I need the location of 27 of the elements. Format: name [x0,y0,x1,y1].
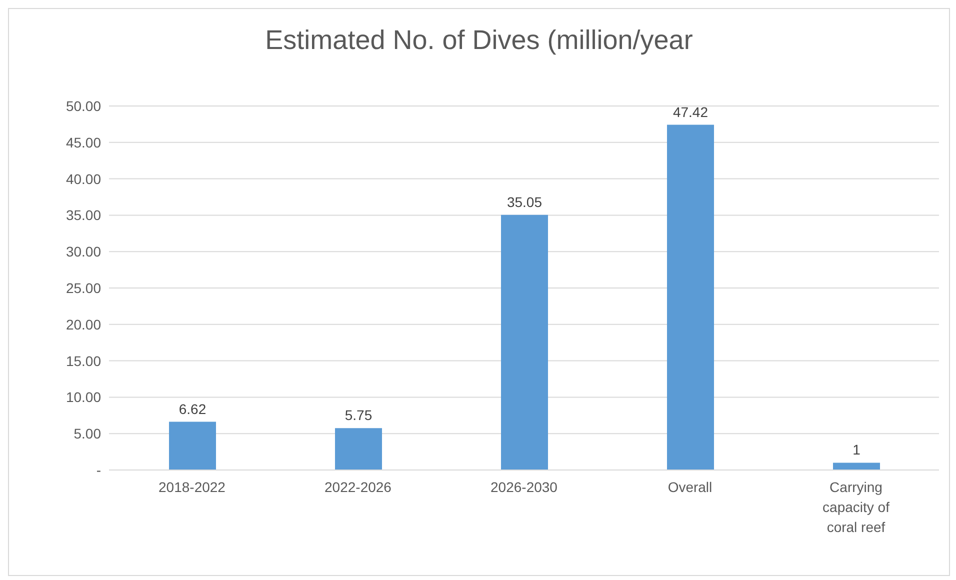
data-label: 6.62 [178,400,206,417]
x-tick-label: 2018-2022 [158,479,226,495]
bar [833,462,880,470]
y-tick-label: 15.00 [66,352,102,369]
y-tick-label: 20.00 [66,316,102,332]
x-tick-label: Overall [668,479,712,495]
data-label: 5.75 [344,407,372,424]
x-tick-label: Carrying capacity of coral reef [822,479,890,535]
y-tick-label: 25.00 [66,280,102,296]
y-tick-label: 50.00 [66,98,102,114]
bar [169,422,216,470]
bar [335,428,382,470]
bar [667,124,714,470]
y-tick-label: 35.00 [66,207,102,224]
y-tick-label: 30.00 [66,244,102,260]
y-tick-label: 5.00 [74,426,102,442]
x-tick-label: 2026-2030 [490,479,558,495]
data-label: 35.05 [506,194,542,210]
x-tick-label: 2022-2026 [324,479,392,495]
data-label: 1 [852,442,861,458]
data-label: 47.42 [672,104,708,120]
chart-title: Estimated No. of Dives (million/year [264,25,694,56]
y-tick-label: 40.00 [66,170,102,187]
y-tick-label: 10.00 [66,389,102,406]
y-tick-label: 45.00 [66,134,102,150]
bar [501,214,548,470]
y-tick-label: - [96,462,102,478]
